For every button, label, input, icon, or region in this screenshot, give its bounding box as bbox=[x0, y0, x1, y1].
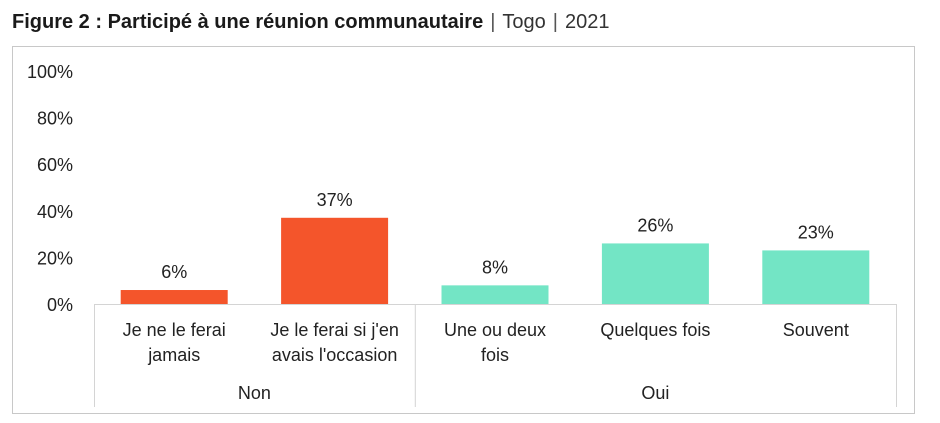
group-label: Non bbox=[238, 383, 271, 403]
chart-title: Figure 2 : Participé à une réunion commu… bbox=[12, 7, 610, 37]
group-label: Oui bbox=[641, 383, 669, 403]
x-tick-label: fois bbox=[481, 345, 509, 365]
x-tick-label: Je le ferai si j'en bbox=[270, 320, 399, 340]
x-tick-label: avais l'occasion bbox=[272, 345, 398, 365]
y-tick-label: 60% bbox=[37, 155, 73, 175]
bar bbox=[281, 217, 389, 304]
x-tick-label: Souvent bbox=[783, 320, 849, 340]
x-tick-label: Une ou deux bbox=[444, 320, 546, 340]
data-label: 26% bbox=[637, 215, 673, 235]
data-label: 37% bbox=[317, 190, 353, 210]
bar-chart: 0% 20% 40% 60% 80% 100% 6% 37% 8% 26% 23% Je ne le … bbox=[27, 62, 897, 407]
y-tick-label: 80% bbox=[37, 109, 73, 129]
bar bbox=[120, 290, 228, 304]
x-tick-label: jamais bbox=[147, 345, 200, 365]
y-tick-label: 100% bbox=[27, 62, 73, 82]
data-label: 23% bbox=[798, 222, 834, 242]
chart-title-year: 2021 bbox=[565, 11, 610, 33]
x-tick-label: Quelques fois bbox=[600, 320, 710, 340]
bar bbox=[441, 285, 549, 304]
x-tick-label: Je ne le ferai bbox=[123, 320, 226, 340]
chart-title-country: Togo bbox=[502, 11, 546, 33]
y-tick-label: 0% bbox=[47, 295, 73, 315]
y-tick-label: 40% bbox=[37, 202, 73, 222]
title-separator-1: | bbox=[490, 11, 496, 33]
data-label: 6% bbox=[161, 262, 187, 282]
bar bbox=[601, 243, 709, 304]
y-tick-label: 20% bbox=[37, 248, 73, 268]
chart-frame: 0% 20% 40% 60% 80% 100% 6% 37% 8% 26% 23% Je ne le … bbox=[12, 46, 915, 414]
bar bbox=[762, 250, 870, 304]
title-separator-2: | bbox=[552, 11, 558, 33]
chart-title-main: Figure 2 : Participé à une réunion commu… bbox=[12, 11, 484, 33]
data-label: 8% bbox=[482, 257, 508, 277]
